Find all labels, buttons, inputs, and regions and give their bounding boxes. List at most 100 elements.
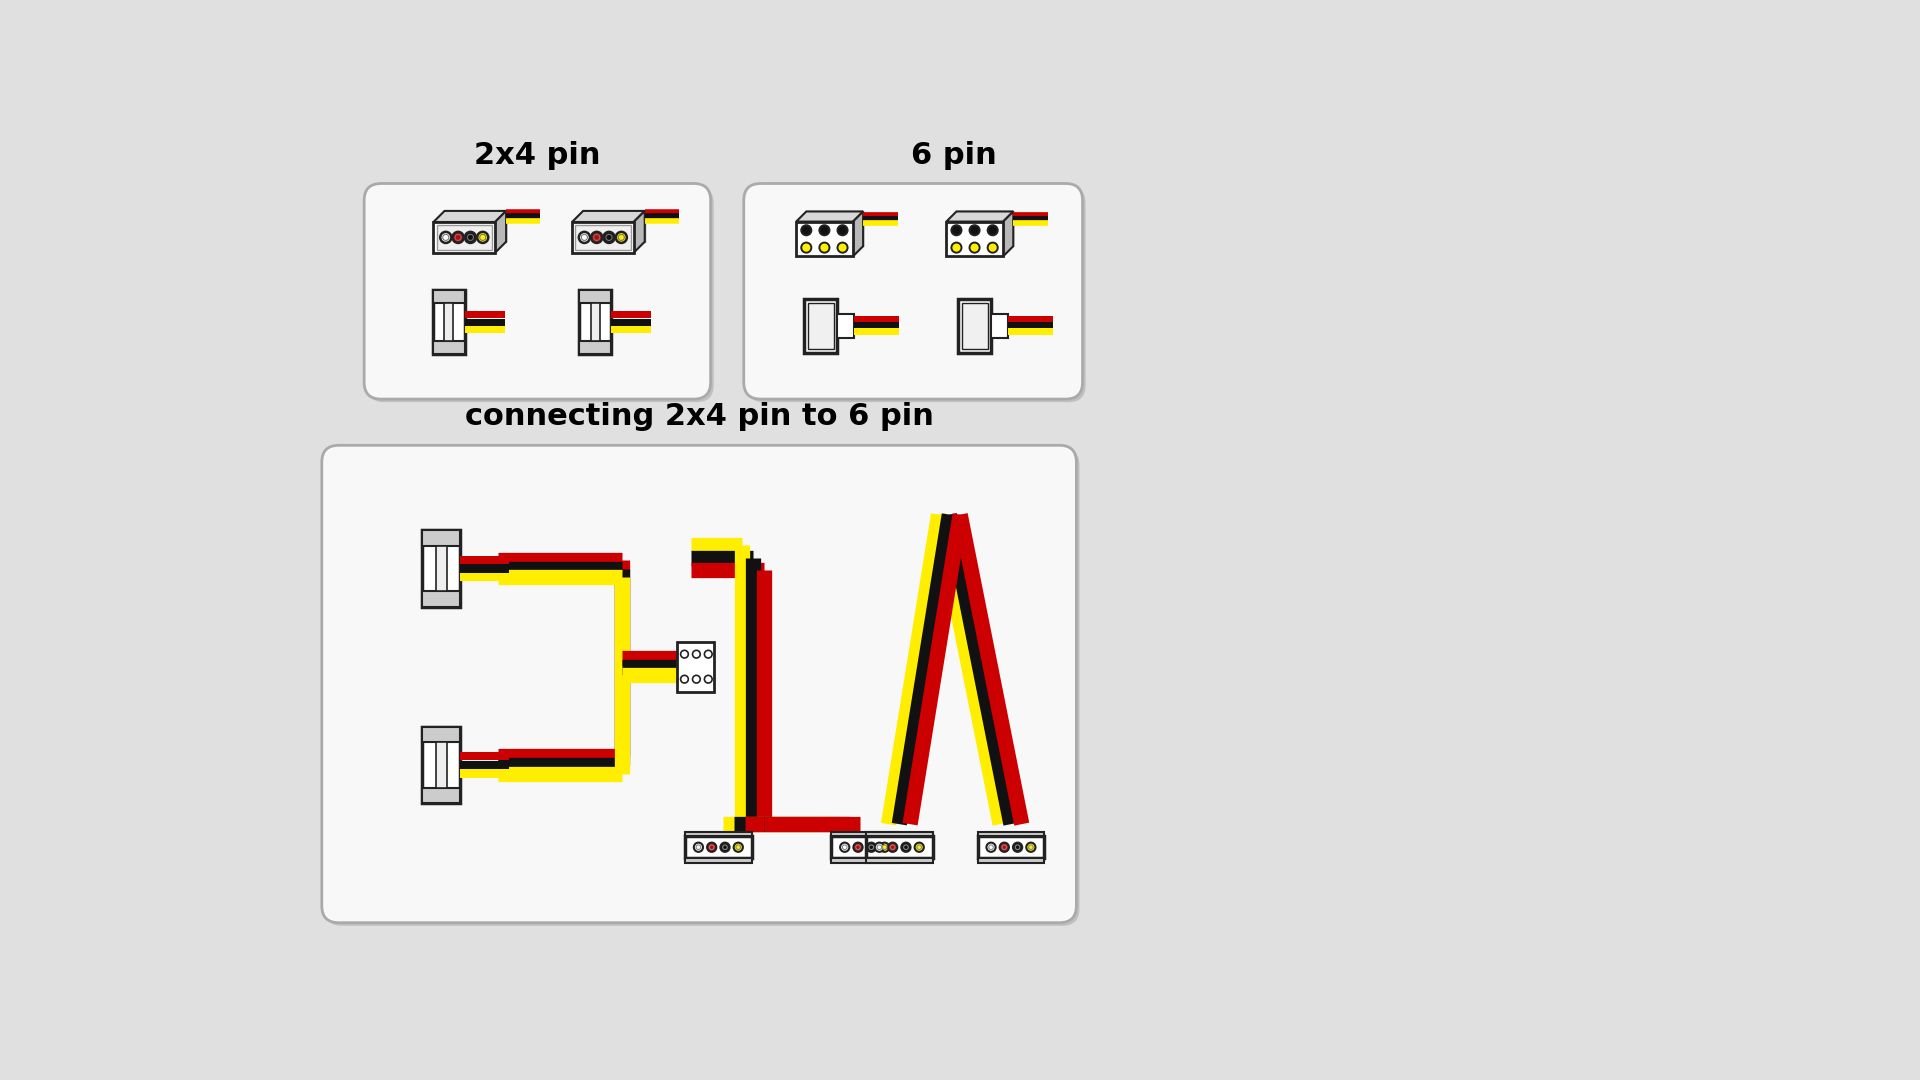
Bar xyxy=(831,859,899,863)
Bar xyxy=(611,326,651,333)
Bar xyxy=(434,291,465,354)
Circle shape xyxy=(722,845,728,850)
Circle shape xyxy=(478,232,488,243)
Polygon shape xyxy=(572,211,645,222)
Bar xyxy=(806,212,864,246)
Polygon shape xyxy=(852,212,864,256)
Circle shape xyxy=(820,243,829,253)
Circle shape xyxy=(952,243,962,253)
Circle shape xyxy=(480,234,486,241)
Bar xyxy=(422,530,461,545)
Bar xyxy=(445,211,507,242)
Polygon shape xyxy=(434,211,507,222)
Polygon shape xyxy=(634,211,645,253)
Bar xyxy=(611,311,651,319)
Bar xyxy=(580,291,611,354)
Bar xyxy=(465,319,505,325)
Bar xyxy=(991,314,1008,338)
Bar xyxy=(1008,328,1054,336)
Text: 2x4 pin: 2x4 pin xyxy=(474,140,601,170)
Circle shape xyxy=(693,675,701,683)
Bar xyxy=(831,832,899,836)
Circle shape xyxy=(440,232,451,243)
Bar xyxy=(422,592,461,607)
Circle shape xyxy=(952,226,962,235)
Circle shape xyxy=(1027,842,1035,852)
Polygon shape xyxy=(1002,212,1014,256)
Polygon shape xyxy=(947,212,1014,221)
Bar xyxy=(962,302,987,349)
Circle shape xyxy=(914,842,924,852)
Circle shape xyxy=(680,650,689,658)
Circle shape xyxy=(578,232,589,243)
Bar xyxy=(580,341,611,354)
Text: 6 pin: 6 pin xyxy=(910,140,996,170)
Bar xyxy=(958,299,991,353)
Circle shape xyxy=(987,226,998,235)
Bar xyxy=(434,222,495,253)
Bar xyxy=(854,328,899,336)
FancyBboxPatch shape xyxy=(367,187,714,402)
Bar xyxy=(797,221,852,256)
Circle shape xyxy=(918,845,922,850)
Bar xyxy=(866,832,933,836)
Bar xyxy=(854,316,899,324)
Circle shape xyxy=(593,234,599,241)
Circle shape xyxy=(876,842,883,852)
Circle shape xyxy=(444,234,449,241)
Bar xyxy=(685,836,751,859)
Bar xyxy=(676,642,714,691)
Circle shape xyxy=(989,845,993,850)
Bar xyxy=(461,565,509,572)
Circle shape xyxy=(582,234,588,241)
FancyBboxPatch shape xyxy=(743,184,1083,400)
Circle shape xyxy=(820,226,829,235)
Circle shape xyxy=(987,243,998,253)
Bar xyxy=(685,859,751,863)
Bar xyxy=(434,341,465,354)
Bar xyxy=(831,836,899,859)
FancyBboxPatch shape xyxy=(747,187,1085,402)
Circle shape xyxy=(720,842,730,852)
Bar xyxy=(584,211,645,242)
Circle shape xyxy=(705,650,712,658)
Bar xyxy=(1008,316,1054,324)
Bar xyxy=(422,727,461,742)
Bar xyxy=(436,545,447,592)
Circle shape xyxy=(1014,842,1021,852)
Bar xyxy=(804,299,837,353)
Bar xyxy=(977,832,1044,836)
Bar xyxy=(436,225,492,249)
Polygon shape xyxy=(495,211,507,253)
Circle shape xyxy=(618,234,624,241)
Circle shape xyxy=(453,232,463,243)
Circle shape xyxy=(735,845,741,850)
Circle shape xyxy=(877,845,881,850)
Bar xyxy=(422,530,461,607)
Circle shape xyxy=(870,845,874,850)
Polygon shape xyxy=(797,212,864,221)
Circle shape xyxy=(856,845,860,850)
Circle shape xyxy=(705,675,712,683)
Circle shape xyxy=(733,842,743,852)
Circle shape xyxy=(801,243,812,253)
Circle shape xyxy=(889,842,897,852)
Bar xyxy=(977,836,1044,859)
Bar xyxy=(866,836,933,859)
Bar xyxy=(461,760,509,769)
Circle shape xyxy=(1000,842,1008,852)
Bar xyxy=(436,742,447,787)
Bar xyxy=(854,322,899,329)
Bar xyxy=(1008,322,1054,329)
Circle shape xyxy=(987,842,996,852)
Bar xyxy=(685,832,751,836)
Circle shape xyxy=(455,234,461,241)
Circle shape xyxy=(841,842,849,852)
Circle shape xyxy=(465,232,476,243)
Circle shape xyxy=(603,232,614,243)
Circle shape xyxy=(900,842,910,852)
Circle shape xyxy=(693,650,701,658)
Circle shape xyxy=(879,842,889,852)
Circle shape xyxy=(467,234,474,241)
Circle shape xyxy=(866,842,876,852)
